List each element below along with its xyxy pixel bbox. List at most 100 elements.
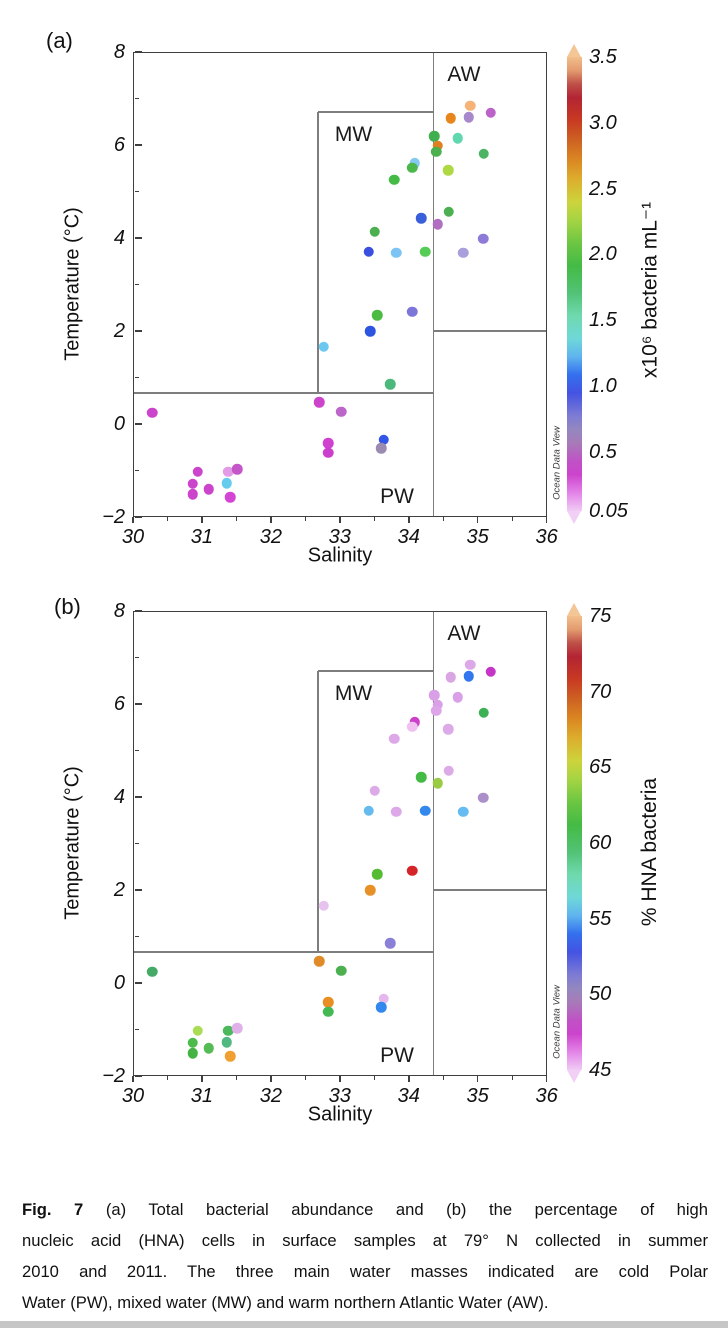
caption-text: (a) Total bacterial abundance and (b) th… <box>83 1200 708 1219</box>
y-minor-tick-mark <box>134 376 139 379</box>
x-minor-tick-mark <box>235 517 237 521</box>
data-point <box>384 378 396 390</box>
data-point <box>371 309 383 321</box>
x-tick-mark <box>132 517 134 523</box>
data-point <box>203 483 215 495</box>
data-point <box>420 246 431 258</box>
x-tick-mark <box>339 517 341 523</box>
data-point <box>389 733 400 745</box>
mw-box-left-line <box>316 111 319 393</box>
x-tick-label: 31 <box>190 526 214 548</box>
x-tick-label: 36 <box>535 1085 558 1107</box>
y-tick-mark <box>134 330 142 332</box>
x-tick-label: 30 <box>121 526 145 548</box>
y-tick-mark <box>134 423 142 425</box>
x-tick-label: 35 <box>466 1085 489 1107</box>
data-point <box>432 699 443 711</box>
colorbar-tick-label: 65 <box>589 756 612 779</box>
data-point <box>224 491 236 503</box>
x-axis-title-a: Salinity <box>307 544 373 567</box>
x-tick-mark <box>476 1076 479 1082</box>
y-minor-tick-mark <box>134 1028 139 1031</box>
data-point <box>478 707 490 719</box>
x-minor-tick-mark <box>511 1076 513 1080</box>
water-mass-label-mw: MW <box>334 681 373 705</box>
y-tick-label: 0 <box>113 972 125 994</box>
panel-b-label: (b) <box>54 594 81 619</box>
data-point <box>187 1037 199 1049</box>
water-mass-label-pw: PW <box>380 1044 414 1067</box>
colorbar-tick-label: 3.5 <box>589 46 617 68</box>
data-point <box>431 705 442 717</box>
caption-fig-number: Fig. 7 <box>22 1200 84 1219</box>
data-point <box>442 723 454 735</box>
data-point <box>428 689 440 701</box>
x-tick-mark <box>201 1076 203 1082</box>
x-tick-label: 31 <box>190 1085 214 1107</box>
colorbar-tick-label: 0.5 <box>589 440 617 463</box>
data-point <box>187 488 199 500</box>
x-axis-title-b: Salinity <box>307 1103 373 1126</box>
caption-line: nucleic acid (HNA) cells in surface samp… <box>22 1231 708 1250</box>
y-minor-tick-mark <box>134 190 139 193</box>
data-point <box>318 900 330 912</box>
y-tick-label: 8 <box>113 600 125 622</box>
colorbar-tick-label: 75 <box>589 605 612 627</box>
panel-a-label: (a) <box>46 28 73 53</box>
data-point <box>187 478 199 490</box>
x-tick-mark <box>545 1076 548 1082</box>
data-point <box>391 247 402 259</box>
data-point <box>457 806 469 818</box>
colorbar <box>566 57 582 511</box>
data-point <box>485 666 496 678</box>
aw-floor-line <box>433 889 547 891</box>
x-tick-label: 32 <box>259 1085 282 1107</box>
data-point <box>452 132 463 144</box>
data-point <box>335 965 347 977</box>
data-point <box>221 477 232 489</box>
data-point <box>378 434 390 446</box>
data-point <box>477 792 489 804</box>
colorbar-tick-label: 45 <box>589 1059 612 1081</box>
colorbar-tick-label: 1.0 <box>589 374 617 397</box>
colorbar-tick-label: 60 <box>589 832 612 854</box>
y-tick-label: 2 <box>113 879 125 901</box>
y-tick-mark <box>134 982 142 984</box>
data-point <box>432 140 443 152</box>
data-point <box>221 1036 232 1048</box>
x-tick-mark <box>407 1076 410 1082</box>
data-point <box>369 785 381 797</box>
data-point <box>464 659 476 671</box>
y-tick-mark <box>134 144 142 146</box>
x-minor-tick-mark <box>442 1076 444 1080</box>
x-tick-mark <box>132 1076 134 1082</box>
page-divider <box>0 1321 728 1328</box>
data-point <box>443 765 454 777</box>
front-boundary-line <box>432 52 435 517</box>
y-tick-mark <box>134 1075 142 1077</box>
y-minor-tick-mark <box>134 935 139 938</box>
data-point <box>231 463 243 475</box>
data-point <box>432 218 443 230</box>
front-boundary-line <box>432 611 435 1076</box>
y-tick-mark <box>134 889 142 891</box>
colorbar-tick-label: 1.5 <box>589 309 617 332</box>
data-point <box>322 996 334 1008</box>
colorbar-tick-label: 2.0 <box>589 243 617 266</box>
colorbar <box>566 616 582 1070</box>
data-point <box>222 466 234 478</box>
y-minor-tick-mark <box>134 97 139 100</box>
data-point <box>313 955 325 967</box>
data-point <box>406 306 418 318</box>
x-minor-tick-mark <box>166 517 169 521</box>
data-point <box>457 247 469 259</box>
data-point <box>369 226 381 238</box>
x-minor-tick-mark <box>373 1076 375 1080</box>
data-point <box>231 1022 243 1034</box>
y-tick-label: 0 <box>113 413 125 435</box>
data-point <box>463 670 474 682</box>
colorbar-arrow-bottom <box>566 1070 581 1083</box>
data-point <box>363 246 374 258</box>
